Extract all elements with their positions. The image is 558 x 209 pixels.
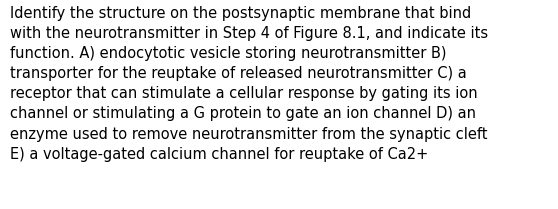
Text: Identify the structure on the postsynaptic membrane that bind
with the neurotran: Identify the structure on the postsynapt… <box>10 6 488 162</box>
